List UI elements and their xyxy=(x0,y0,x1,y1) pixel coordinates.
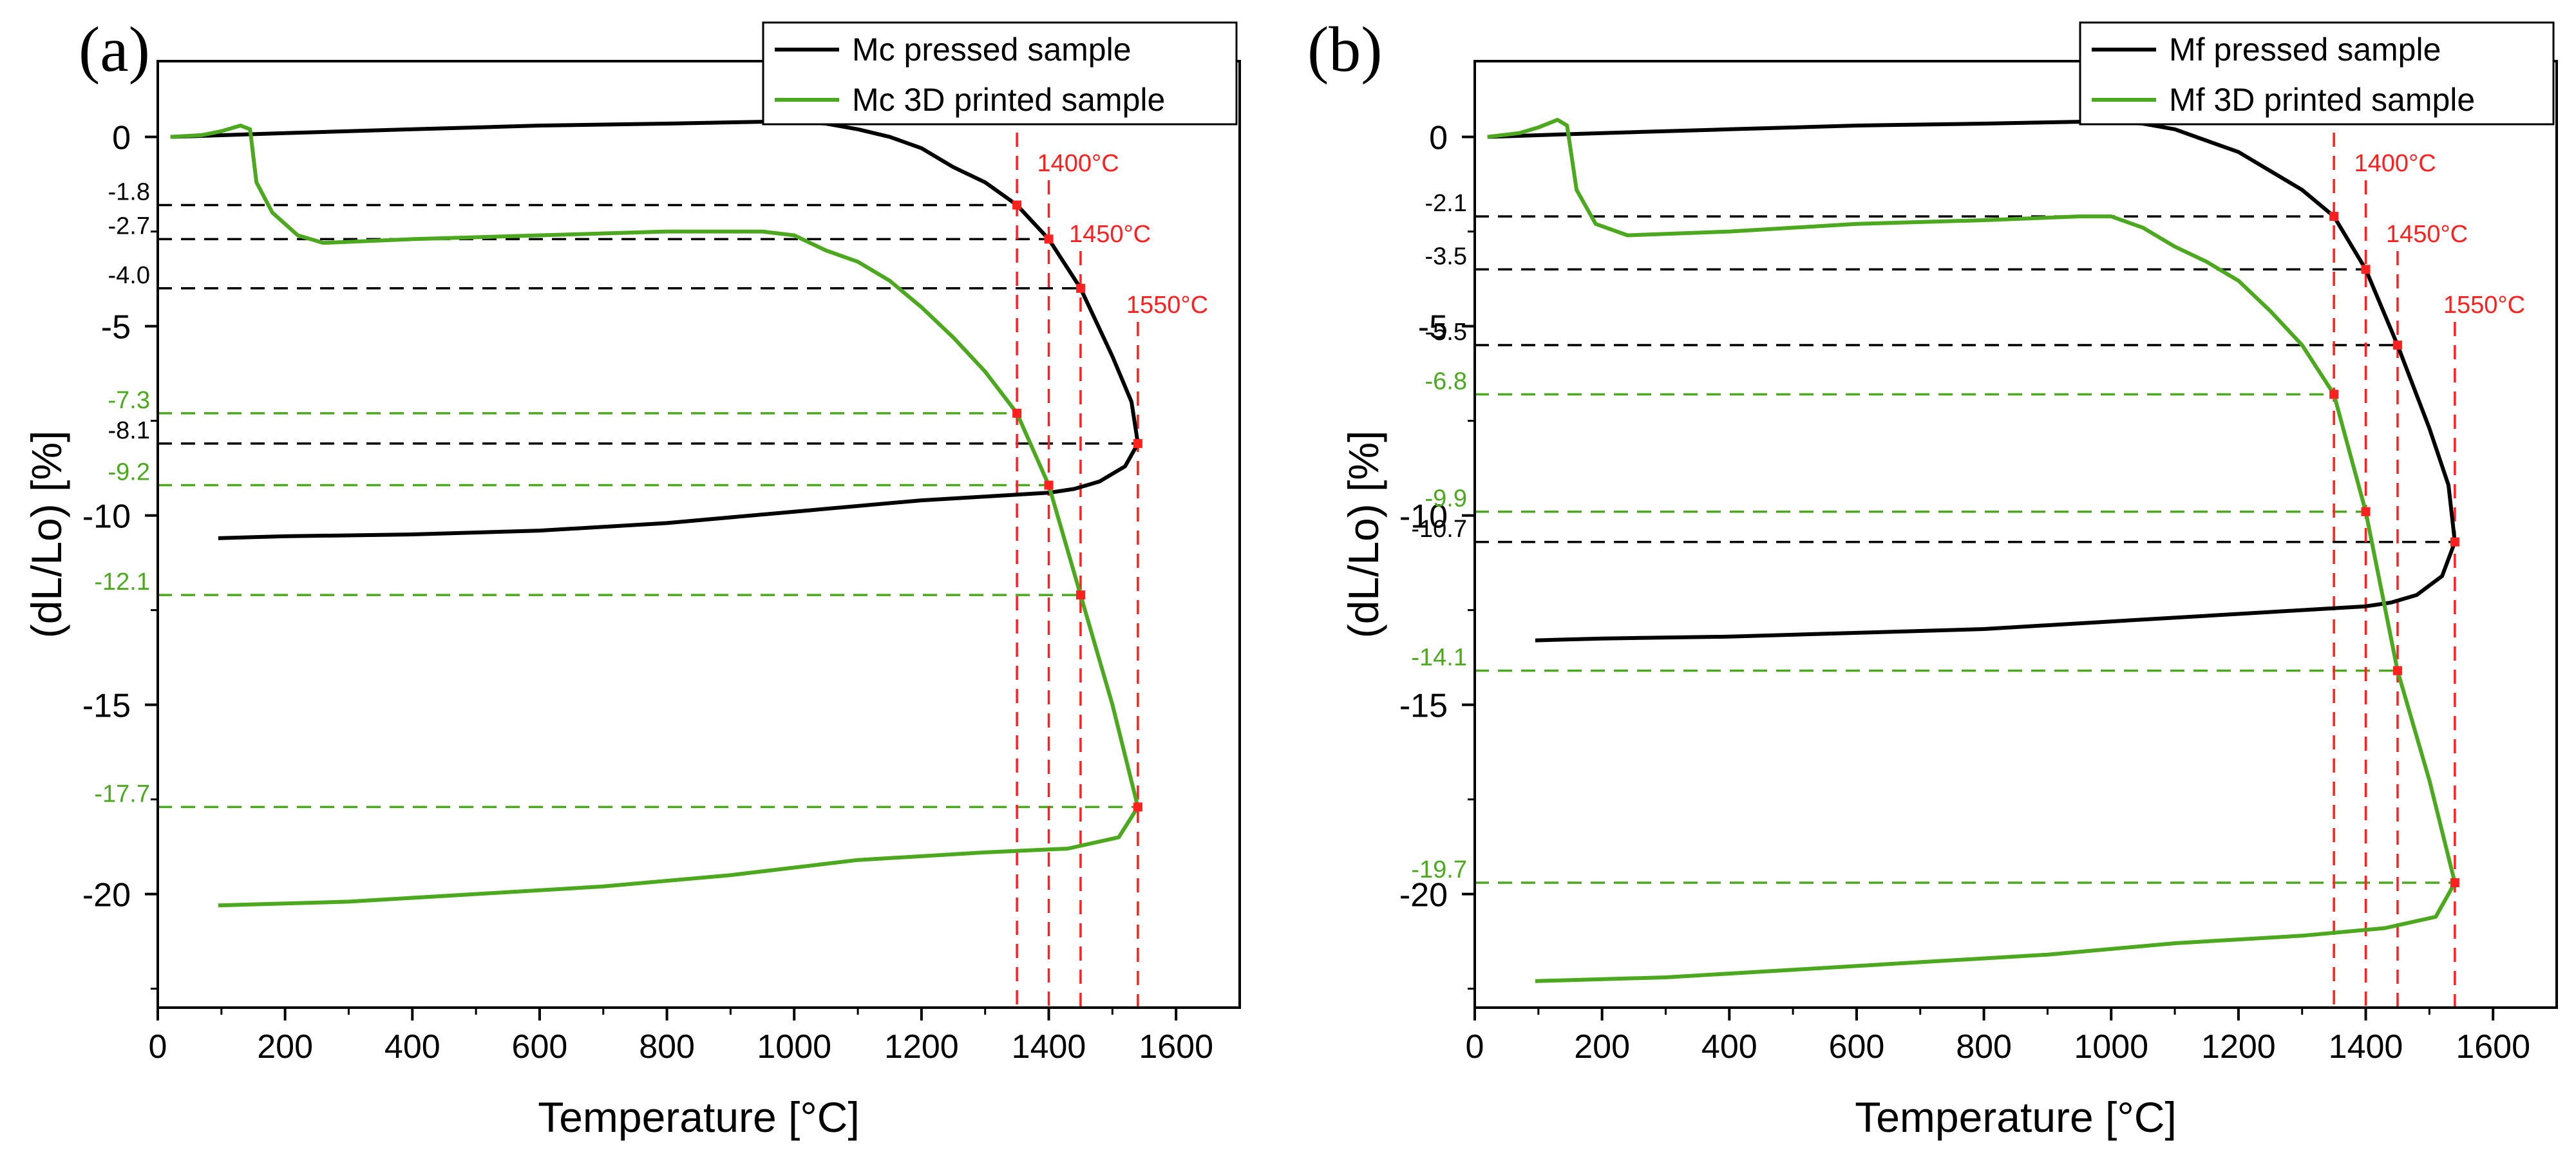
y-tick-label-1: -5 xyxy=(101,309,131,346)
hline-label-4: -6.8 xyxy=(1425,368,1467,395)
hline-label-1: -3.5 xyxy=(1425,243,1467,270)
hline-label-6: -14.1 xyxy=(1411,644,1467,672)
hline-label-5: -9.9 xyxy=(1425,485,1467,513)
x-tick-label-0: 0 xyxy=(149,1028,167,1066)
vline-label-3: 1550°C xyxy=(2443,292,2525,319)
x-tick-label-5: 1000 xyxy=(2074,1028,2148,1066)
hline-label-6: -12.1 xyxy=(94,569,150,596)
y-axis-label: (dL/Lo) [%] xyxy=(23,431,70,639)
vline-label-2: 1450°C xyxy=(2386,221,2468,248)
hline-label-0: -2.1 xyxy=(1425,190,1467,217)
intersection-marker-2 xyxy=(1075,283,1085,293)
series-line-1 xyxy=(1487,118,2457,983)
hline-label-3: -8.1 xyxy=(108,417,150,444)
x-tick-label-6: 1200 xyxy=(884,1028,959,1066)
legend-label-0: Mf pressed sample xyxy=(2169,32,2441,68)
x-tick-label-3: 600 xyxy=(512,1028,568,1066)
x-tick-label-8: 1600 xyxy=(1139,1028,1213,1066)
x-tick-label-5: 1000 xyxy=(757,1028,831,1066)
intersection-marker-4 xyxy=(2329,390,2339,399)
x-tick-label-4: 800 xyxy=(639,1028,695,1066)
plot-frame xyxy=(1473,60,2558,1009)
intersection-marker-3 xyxy=(2450,537,2459,547)
intersection-marker-0 xyxy=(2329,212,2339,221)
x-tick-label-6: 1200 xyxy=(2201,1028,2276,1066)
y-tick-label-1: -5 xyxy=(1418,309,1448,346)
hline-label-7: -19.7 xyxy=(1411,856,1467,883)
hline-label-0: -1.8 xyxy=(108,178,150,205)
intersection-marker-7 xyxy=(1133,802,1142,812)
x-tick-label-3: 600 xyxy=(1829,1028,1885,1066)
y-tick-label-2: -10 xyxy=(82,498,131,536)
x-tick-label-1: 200 xyxy=(257,1028,313,1066)
y-tick-label-4: -20 xyxy=(82,877,131,914)
hline-label-1: -2.7 xyxy=(108,212,150,240)
hline-label-2: -4.0 xyxy=(108,262,150,289)
vline-label-3: 1550°C xyxy=(1126,292,1208,319)
legend: Mf pressed sample Mf 3D printed sample xyxy=(2079,21,2555,126)
intersection-marker-6 xyxy=(2392,666,2402,675)
panel-a: (a) 0 200 400 600 800 1000 1200 1400 1600 0 -5 -10 -1… xyxy=(23,14,1241,1141)
intersection-marker-4 xyxy=(1012,408,1022,418)
vline-label-1: 1400°C xyxy=(1037,150,1119,177)
hline-label-3: -10.7 xyxy=(1411,516,1467,543)
x-tick-label-2: 400 xyxy=(384,1028,440,1066)
intersection-marker-1 xyxy=(2361,265,2371,274)
y-tick-label-0: 0 xyxy=(112,120,131,157)
legend-label-0: Mc pressed sample xyxy=(852,32,1132,68)
intersection-marker-5 xyxy=(2361,507,2371,516)
x-axis-label: Temperature [°C] xyxy=(538,1093,860,1141)
intersection-marker-6 xyxy=(1075,590,1085,600)
intersection-marker-3 xyxy=(1133,438,1142,448)
panel-letter: (a) xyxy=(79,14,150,85)
hline-label-7: -17.7 xyxy=(94,780,150,807)
x-tick-label-4: 800 xyxy=(1956,1028,2012,1066)
y-tick-label-4: -20 xyxy=(1399,877,1448,914)
y-tick-label-3: -15 xyxy=(82,688,131,725)
x-tick-label-8: 1600 xyxy=(2456,1028,2530,1066)
intersection-marker-5 xyxy=(1044,480,1054,490)
series-line-1 xyxy=(170,124,1140,908)
x-tick-label-1: 200 xyxy=(1574,1028,1630,1066)
intersection-marker-2 xyxy=(2392,341,2402,350)
hline-label-5: -9.2 xyxy=(108,459,150,486)
panel-b: (b)0 200 400 600 800 1000 1200 1400 16000-5-10-1… xyxy=(1307,14,2558,1141)
legend-label-1: Mf 3D printed sample xyxy=(2169,82,2475,118)
series-line-0 xyxy=(1487,120,2457,643)
y-tick-label-2: -10 xyxy=(1399,498,1448,536)
legend: Mc pressed sample Mc 3D printed sample xyxy=(762,21,1238,126)
legend-box xyxy=(762,21,1238,126)
x-tick-label-7: 1400 xyxy=(1012,1028,1086,1066)
plot-frame xyxy=(156,60,1241,1009)
intersection-marker-1 xyxy=(1044,234,1054,244)
intersection-marker-7 xyxy=(2450,878,2459,887)
y-tick-label-0: 0 xyxy=(1429,120,1448,157)
legend-box xyxy=(2079,21,2555,126)
hline-label-2: -5.5 xyxy=(1425,319,1467,346)
x-tick-label-7: 1400 xyxy=(2329,1028,2403,1066)
panel-letter: (b) xyxy=(1307,14,1383,85)
x-tick-label-0: 0 xyxy=(1466,1028,1484,1066)
x-tick-label-2: 400 xyxy=(1701,1028,1757,1066)
vline-label-1: 1400°C xyxy=(2354,150,2436,177)
series-line-0 xyxy=(170,120,1140,540)
y-tick-label-3: -15 xyxy=(1399,688,1448,725)
intersection-marker-0 xyxy=(1012,200,1022,210)
x-axis-label: Temperature [°C] xyxy=(1855,1093,2177,1141)
vline-label-2: 1450°C xyxy=(1069,221,1151,248)
legend-label-1: Mc 3D printed sample xyxy=(852,82,1165,118)
hline-label-4: -7.3 xyxy=(108,387,150,414)
y-axis-label: (dL/Lo) [%] xyxy=(1340,431,1387,639)
